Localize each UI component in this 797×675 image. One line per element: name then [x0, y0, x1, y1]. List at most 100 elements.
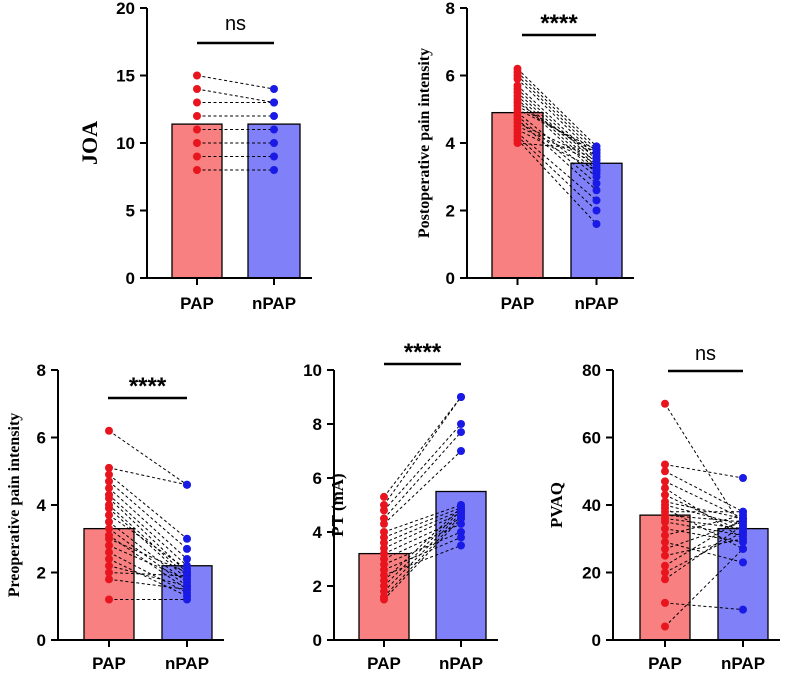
- y-tick-label: 0: [37, 631, 46, 650]
- point-npap-0: [270, 85, 278, 93]
- pair-line-7: [383, 509, 462, 544]
- pair-line-17: [664, 538, 744, 557]
- point-pap-9: [105, 511, 113, 520]
- point-pap-13: [661, 524, 669, 533]
- point-npap-7: [270, 166, 278, 174]
- pair-line-0: [664, 403, 744, 529]
- pair-line-5: [664, 494, 744, 533]
- point-npap-19: [183, 585, 191, 594]
- point-npap-20: [739, 521, 747, 530]
- point-pap-1: [661, 460, 669, 469]
- pair-line-9: [108, 514, 188, 570]
- point-npap-17: [739, 534, 747, 543]
- point-pap-18: [380, 595, 388, 604]
- pair-line-7: [517, 95, 597, 171]
- pair-line-2: [517, 75, 597, 154]
- point-pap-5: [193, 139, 201, 147]
- bars: [491, 111, 623, 279]
- point-npap-19: [739, 528, 747, 536]
- chart-preop: 0 2 4 6 8 PAP nPAP Preoperative pain intensity *…: [6, 361, 224, 673]
- pair-line-0: [108, 430, 188, 486]
- y-tick-label: 2: [37, 564, 46, 583]
- point-pap-4: [661, 484, 669, 493]
- point-pap-4: [380, 519, 388, 528]
- pair-line-19: [108, 578, 188, 590]
- point-npap-19: [592, 206, 601, 215]
- pair-line-6: [383, 507, 462, 538]
- point-pap-2: [661, 467, 669, 476]
- pair-line-3: [108, 480, 188, 550]
- point-npap-3: [270, 112, 278, 120]
- pair-line-1: [664, 464, 744, 479]
- significance-label: ****: [540, 10, 578, 37]
- x-tick-label: nPAP: [439, 654, 483, 673]
- pair-line-15: [383, 510, 462, 587]
- pair-line-17: [108, 565, 188, 587]
- points: [193, 71, 278, 174]
- point-pap-4: [105, 484, 113, 493]
- point-pap-1: [105, 463, 113, 472]
- pair-line-15: [517, 122, 597, 161]
- pair-line-3: [383, 431, 462, 519]
- pair-line-0: [517, 68, 597, 147]
- pair-lines: [383, 396, 462, 600]
- point-npap-17: [592, 166, 601, 174]
- point-npap-18: [183, 571, 191, 580]
- point-npap-22: [739, 544, 747, 553]
- y-tick-label: 8: [446, 0, 455, 18]
- pair-line-12: [383, 536, 462, 571]
- y-tick-label: 10: [303, 361, 322, 380]
- pair-line-18: [383, 518, 462, 600]
- point-pap-17: [105, 561, 113, 570]
- bars: [639, 514, 769, 641]
- pair-lines: [196, 75, 275, 171]
- point-pap-11: [105, 524, 113, 533]
- point-npap-16: [592, 159, 601, 168]
- point-pap-19: [105, 575, 113, 584]
- pair-line-9: [517, 102, 597, 157]
- point-pap-7: [193, 166, 201, 174]
- pair-line-10: [664, 514, 744, 523]
- pair-line-22: [664, 548, 744, 627]
- point-npap-6: [270, 152, 278, 161]
- point-pap-8: [105, 504, 113, 513]
- pair-line-4: [664, 487, 744, 540]
- points: [380, 393, 465, 604]
- y-tick-label: 8: [37, 361, 46, 380]
- y-tick-label: 20: [116, 0, 135, 18]
- point-npap-4: [270, 125, 278, 134]
- pair-line-14: [517, 119, 597, 191]
- point-pap-0: [105, 426, 113, 435]
- pair-line-1: [108, 467, 188, 486]
- y-tick-label: 8: [313, 415, 322, 434]
- point-pap-3: [193, 112, 201, 120]
- pair-line-15: [108, 551, 188, 594]
- bars: [358, 490, 487, 641]
- x-tick-label: nPAP: [721, 654, 765, 673]
- point-pap-6: [105, 494, 113, 503]
- pair-line-18: [664, 518, 744, 567]
- pair-line-16: [383, 512, 462, 592]
- point-npap-3: [457, 428, 465, 437]
- point-pap-10: [105, 517, 113, 526]
- pair-line-17: [517, 129, 597, 171]
- y-tick-label: 0: [126, 269, 135, 288]
- significance-label: ns: [695, 343, 716, 365]
- point-pap-3: [513, 74, 522, 83]
- pair-line-8: [108, 508, 188, 580]
- pair-line-8: [664, 507, 744, 550]
- point-pap-17: [661, 551, 669, 560]
- pair-line-12: [108, 534, 188, 590]
- pair-line-2: [383, 423, 462, 511]
- point-npap-13: [592, 179, 601, 188]
- point-npap-2: [457, 420, 465, 428]
- pair-line-1: [196, 88, 275, 103]
- pair-line-6: [517, 92, 597, 167]
- point-pap-15: [661, 538, 669, 547]
- point-npap-4: [457, 447, 465, 455]
- bars: [171, 123, 301, 279]
- pair-line-7: [108, 504, 188, 577]
- y-tick-label: 4: [446, 134, 456, 153]
- point-npap-21: [739, 605, 747, 614]
- point-npap-2: [270, 98, 278, 107]
